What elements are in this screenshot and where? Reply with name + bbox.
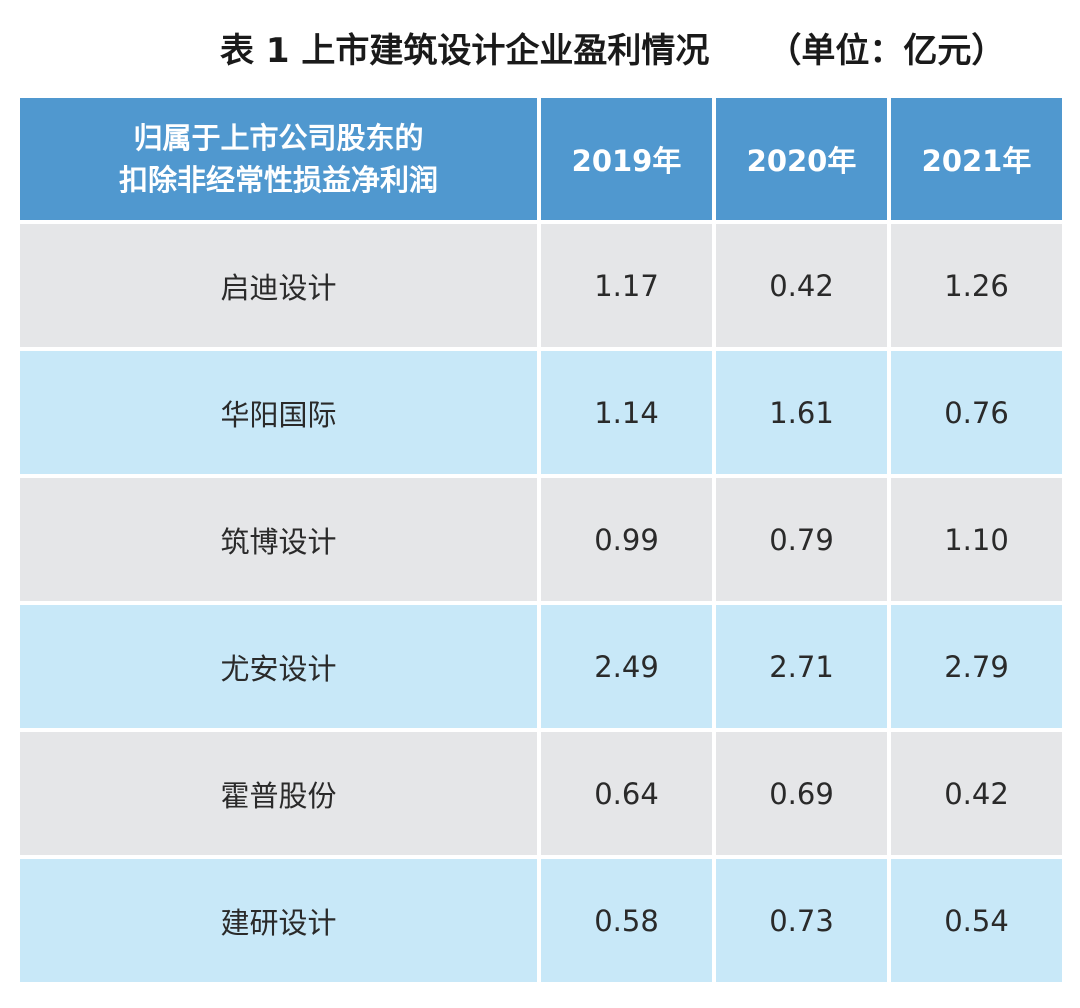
header-year-2020: 2020年 xyxy=(716,98,887,220)
value-2021: 0.54 xyxy=(891,859,1062,982)
value-2019: 0.58 xyxy=(541,859,712,982)
company-name: 启迪设计 xyxy=(20,224,537,347)
value-2019: 0.64 xyxy=(541,732,712,855)
value-2019: 1.14 xyxy=(541,351,712,474)
header-metric: 归属于上市公司股东的 扣除非经常性损益净利润 xyxy=(20,98,537,220)
table-title-main: 表 1 上市建筑设计企业盈利情况 xyxy=(220,30,710,71)
value-2021: 1.10 xyxy=(891,478,1062,601)
header-row: 归属于上市公司股东的 扣除非经常性损益净利润 2019年 2020年 2021年 xyxy=(20,98,1062,220)
table-row: 华阳国际 1.14 1.61 0.76 xyxy=(20,351,1062,474)
table-row: 启迪设计 1.17 0.42 1.26 xyxy=(20,224,1062,347)
table-title-unit: （单位：亿元） xyxy=(767,30,1006,71)
value-2019: 0.99 xyxy=(541,478,712,601)
header-year-2019: 2019年 xyxy=(541,98,712,220)
table-row: 霍普股份 0.64 0.69 0.42 xyxy=(20,732,1062,855)
table-title: 表 1 上市建筑设计企业盈利情况 （单位：亿元） xyxy=(220,22,1068,72)
company-name: 尤安设计 xyxy=(20,605,537,728)
header-year-2021: 2021年 xyxy=(891,98,1062,220)
value-2020: 2.71 xyxy=(716,605,887,728)
value-2021: 0.42 xyxy=(891,732,1062,855)
value-2019: 2.49 xyxy=(541,605,712,728)
company-name: 筑博设计 xyxy=(20,478,537,601)
table-row: 尤安设计 2.49 2.71 2.79 xyxy=(20,605,1062,728)
value-2021: 1.26 xyxy=(891,224,1062,347)
table-row: 筑博设计 0.99 0.79 1.10 xyxy=(20,478,1062,601)
header-metric-line1: 归属于上市公司股东的 xyxy=(133,121,424,155)
value-2021: 2.79 xyxy=(891,605,1062,728)
value-2020: 1.61 xyxy=(716,351,887,474)
value-2020: 0.73 xyxy=(716,859,887,982)
company-name: 华阳国际 xyxy=(20,351,537,474)
value-2021: 0.76 xyxy=(891,351,1062,474)
company-name: 建研设计 xyxy=(20,859,537,982)
value-2020: 0.42 xyxy=(716,224,887,347)
value-2020: 0.79 xyxy=(716,478,887,601)
value-2019: 1.17 xyxy=(541,224,712,347)
profit-table: 归属于上市公司股东的 扣除非经常性损益净利润 2019年 2020年 2021年… xyxy=(16,94,1066,986)
value-2020: 0.69 xyxy=(716,732,887,855)
table-row: 建研设计 0.58 0.73 0.54 xyxy=(20,859,1062,982)
header-metric-line2: 扣除非经常性损益净利润 xyxy=(118,163,438,197)
company-name: 霍普股份 xyxy=(20,732,537,855)
